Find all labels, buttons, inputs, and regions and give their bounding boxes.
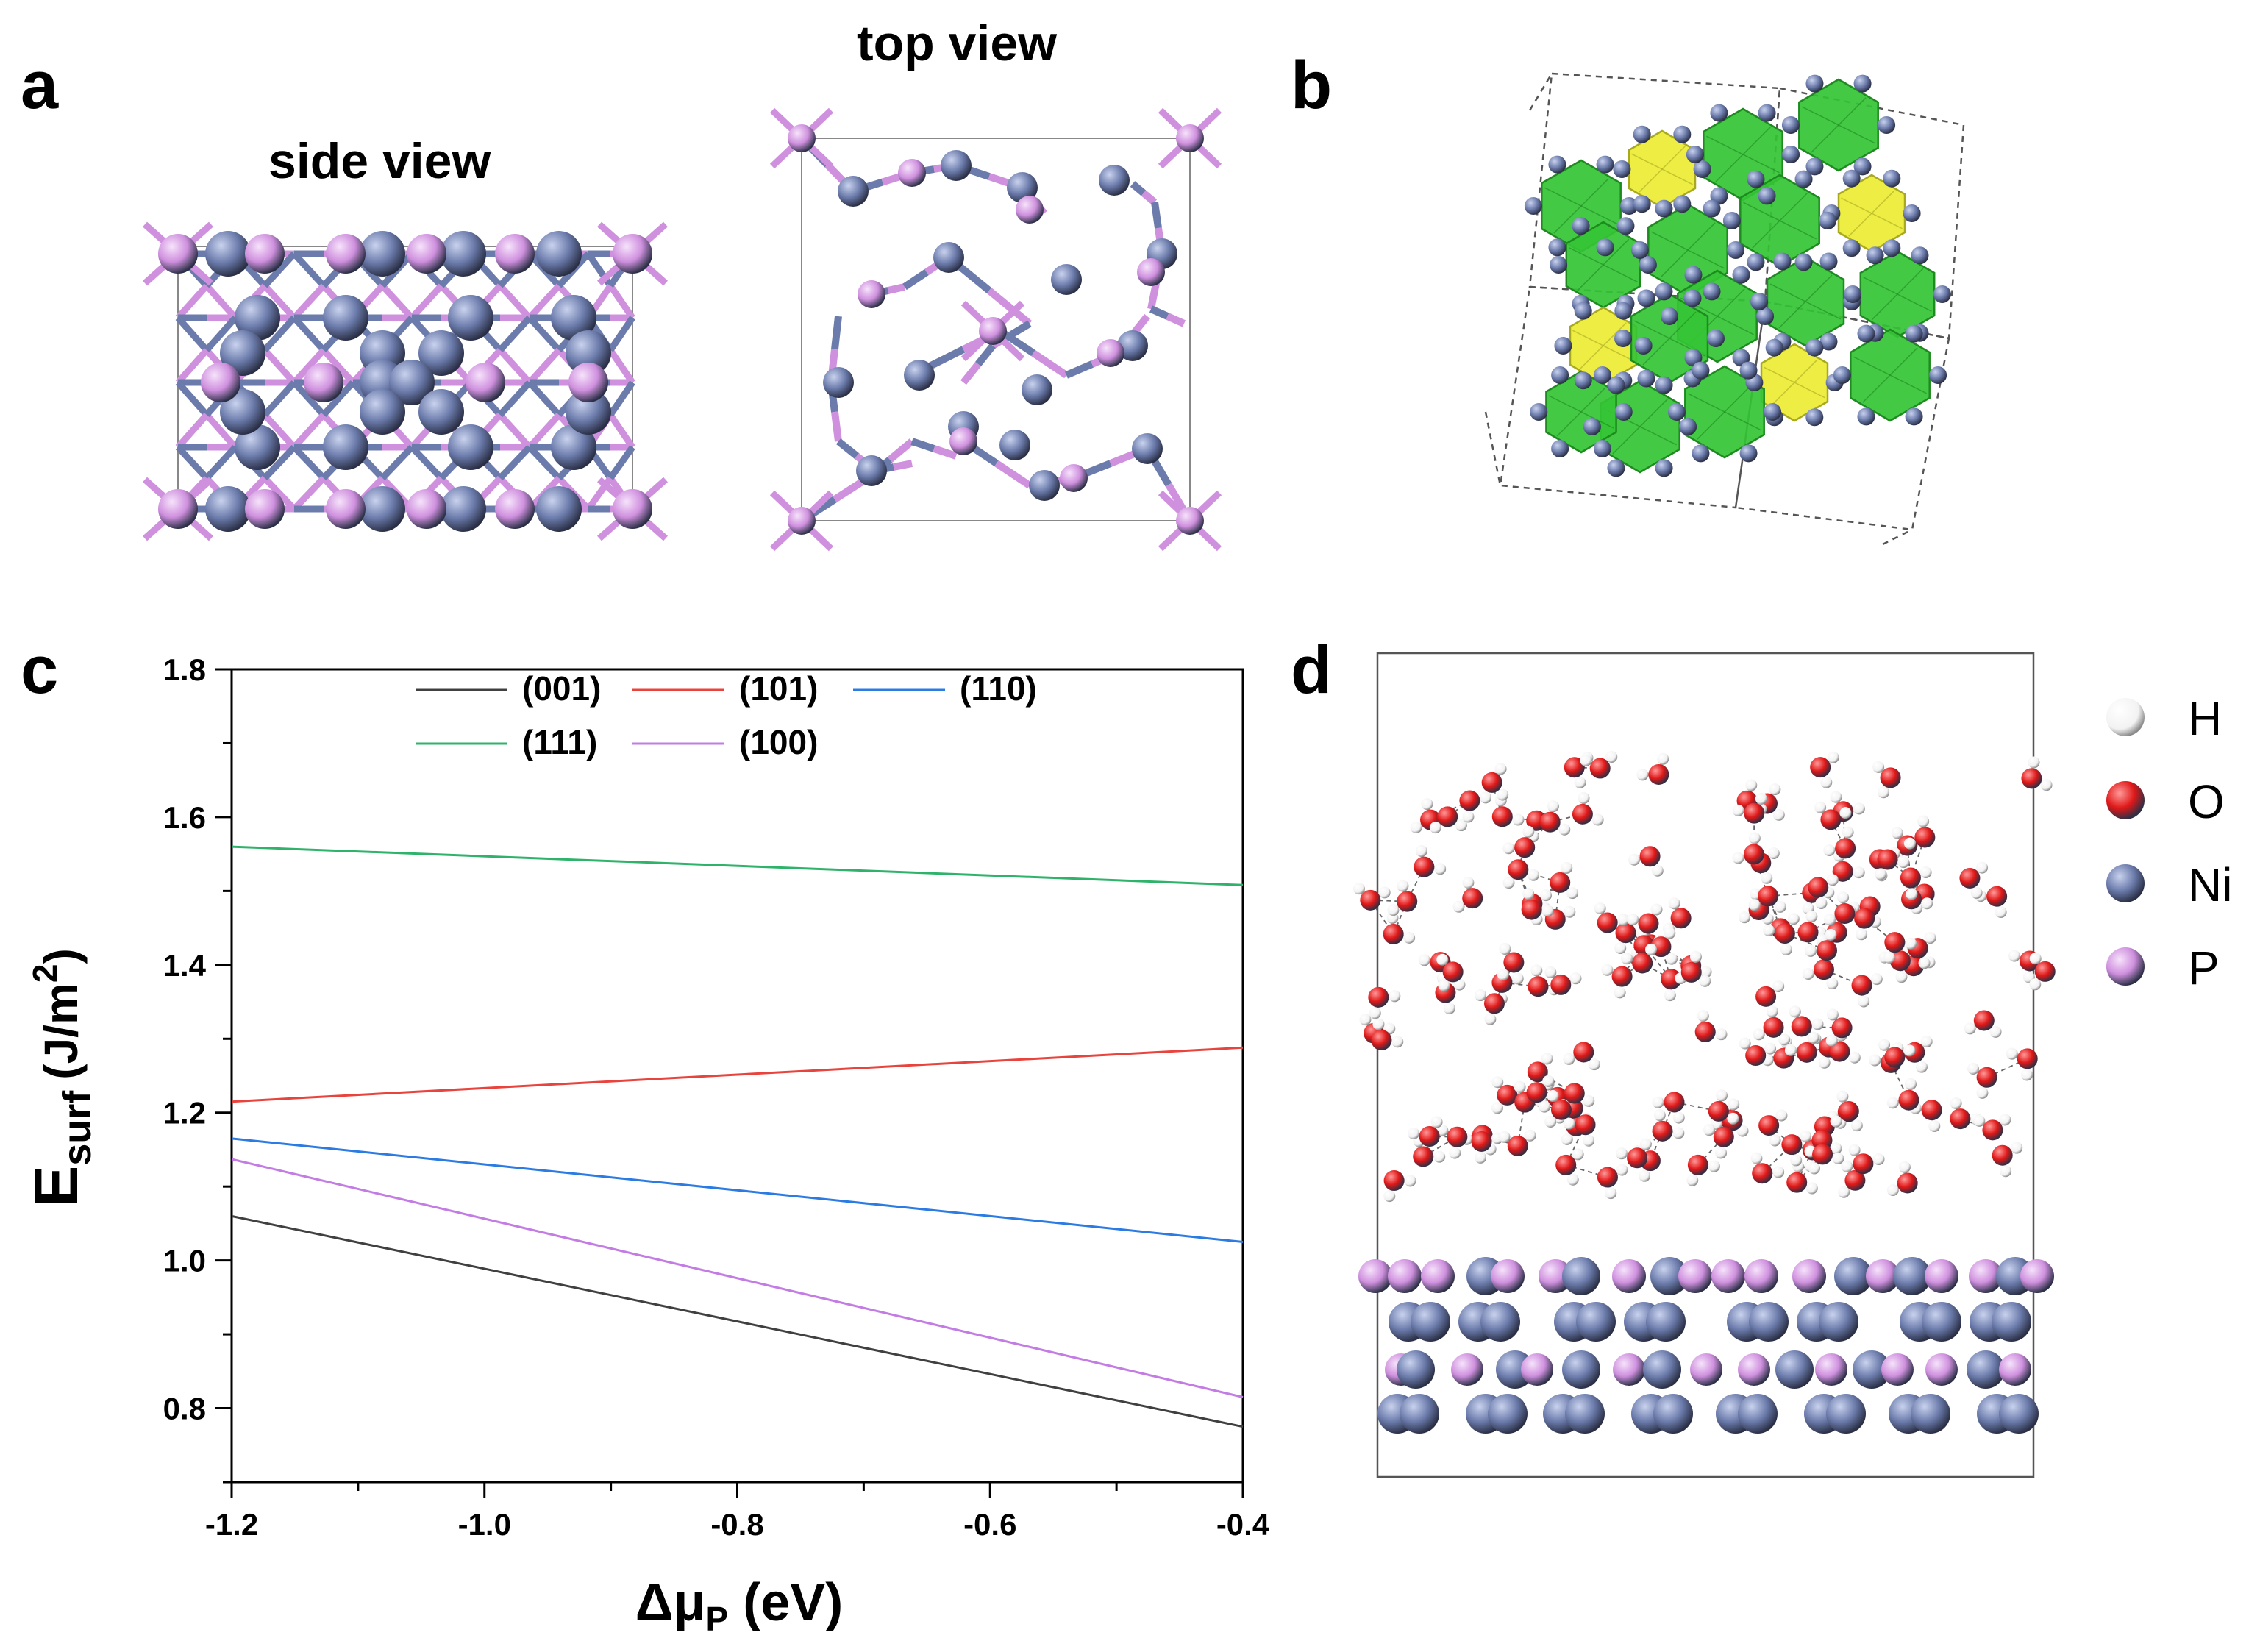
y-tick-label: 1.0 xyxy=(163,1244,206,1278)
x-tick-label: -0.8 xyxy=(710,1507,763,1542)
y-axis-label: Esurf (J/m2) xyxy=(21,948,99,1207)
x-tick-label: -1.2 xyxy=(205,1507,258,1542)
y-tick-label: 1.4 xyxy=(163,948,207,983)
y-tick-label: 1.6 xyxy=(163,800,206,835)
panel-a-letter: a xyxy=(21,48,59,123)
series-line-101 xyxy=(231,1046,1244,1103)
x-tick-label: -1.0 xyxy=(458,1507,511,1542)
legend-label: (111) xyxy=(522,723,597,761)
legend-label: (110) xyxy=(960,669,1037,708)
x-tick-label: -0.6 xyxy=(963,1507,1016,1542)
x-axis-label: ΔμP (eV) xyxy=(635,1573,844,1638)
legend-label: (100) xyxy=(739,723,818,761)
legend-label: (001) xyxy=(522,669,601,708)
top-view-label: top view xyxy=(857,15,1058,71)
y-tick-label: 1.2 xyxy=(163,1096,206,1131)
side-view-label: side view xyxy=(268,133,491,189)
x-tick-label: -0.4 xyxy=(1216,1507,1270,1542)
series-line-110 xyxy=(231,1137,1244,1243)
series-line-001 xyxy=(231,1214,1244,1428)
y-tick-label: 0.8 xyxy=(163,1392,206,1426)
panel-b-letter: b xyxy=(1291,48,1333,123)
svg-text:Esurf (J/m2): Esurf (J/m2) xyxy=(21,948,99,1207)
panel-c-letter: c xyxy=(21,633,59,708)
legend-label: (101) xyxy=(739,669,818,708)
series-line-111 xyxy=(231,845,1244,886)
series-line-100 xyxy=(231,1158,1244,1398)
y-tick-label: 1.8 xyxy=(163,652,206,687)
panel-d-letter: d xyxy=(1291,633,1333,708)
